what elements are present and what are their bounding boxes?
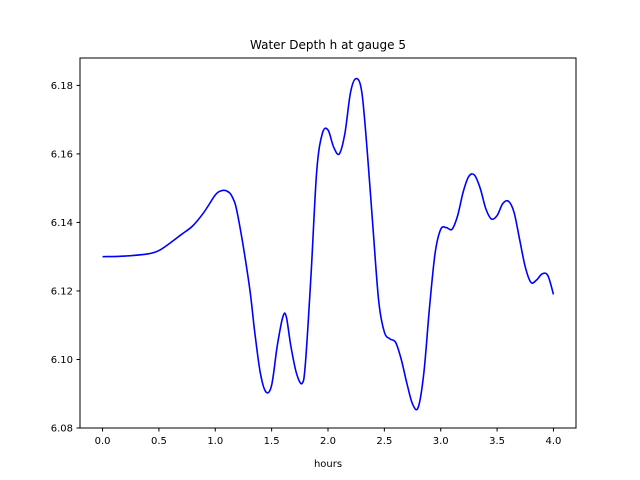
- y-tick-label: 6.14: [51, 218, 73, 229]
- plot-area: [79, 57, 577, 429]
- axes-frame: [79, 57, 577, 429]
- x-tick-label: 1.5: [264, 436, 280, 447]
- y-tick-label: 6.16: [51, 149, 73, 160]
- x-tick-label: 2.5: [376, 436, 392, 447]
- x-axis: 0.0 0.5 1.0 1.5 2.0 2.5 3.0 3.5 4.0: [95, 428, 562, 447]
- x-tick-label: 1.0: [207, 436, 223, 447]
- x-tick-label: 3.0: [433, 436, 449, 447]
- x-tick-label: 2.0: [320, 436, 336, 447]
- y-axis: 6.08 6.10 6.12 6.14 6.16 6.18: [51, 81, 80, 435]
- x-tick-label: 0.5: [151, 436, 167, 447]
- chart-title: Water Depth h at gauge 5: [250, 38, 406, 52]
- y-tick-label: 6.10: [51, 355, 73, 366]
- x-tick-label: 0.0: [95, 436, 111, 447]
- x-tick-label: 3.5: [489, 436, 505, 447]
- x-tick-label: 4.0: [546, 436, 562, 447]
- y-tick-label: 6.08: [51, 424, 73, 435]
- x-axis-label: hours: [314, 459, 342, 470]
- y-tick-label: 6.12: [51, 286, 73, 297]
- series-line: [102, 77, 555, 411]
- y-tick-label: 6.18: [51, 81, 73, 92]
